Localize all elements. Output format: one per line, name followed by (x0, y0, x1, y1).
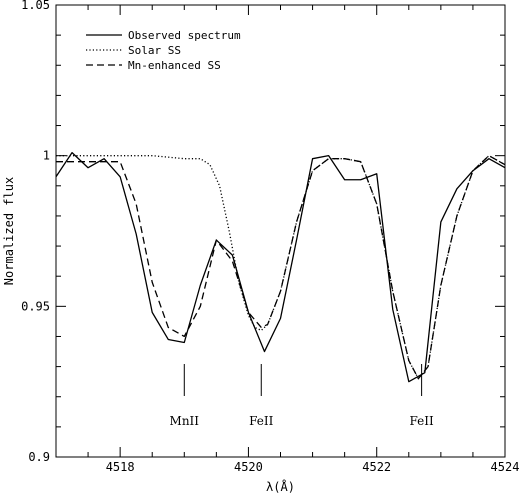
axis-tick-labels: 4518 4520 4522 4524 0.9 0.95 1 1.05 (21, 0, 519, 474)
legend-label: Mn-enhanced SS (128, 59, 221, 72)
legend: Observed spectrum Solar SS Mn-enhanced SS (86, 29, 241, 72)
y-tick-label: 0.95 (21, 299, 50, 313)
legend-label: Observed spectrum (128, 29, 241, 42)
y-tick-label: 0.9 (28, 450, 50, 464)
annotation-label: MnII (170, 414, 200, 428)
x-tick-label: 4524 (491, 460, 520, 474)
line-annotations: MnII FeII FeII (170, 364, 434, 428)
series-observed-spectrum-line (55, 151, 506, 383)
legend-label: Solar SS (128, 44, 181, 57)
y-axis-title: Normalized flux (2, 177, 16, 285)
annotation-label: FeII (409, 414, 434, 428)
series-lines (55, 151, 506, 383)
y-tick-label: 1.05 (21, 0, 50, 12)
y-tick-label: 1 (43, 149, 50, 163)
plot-frame (55, 4, 506, 458)
x-tick-label: 4520 (234, 460, 263, 474)
plot-border (55, 4, 506, 458)
x-tick-label: 4522 (362, 460, 391, 474)
x-axis-title: λ(Å) (266, 479, 295, 494)
annotation-label: FeII (249, 414, 274, 428)
x-tick-label: 4518 (106, 460, 135, 474)
series-solar-ss-line (56, 155, 506, 380)
axis-ticks (55, 4, 506, 458)
series-mn-enhanced-ss-line (56, 155, 506, 380)
